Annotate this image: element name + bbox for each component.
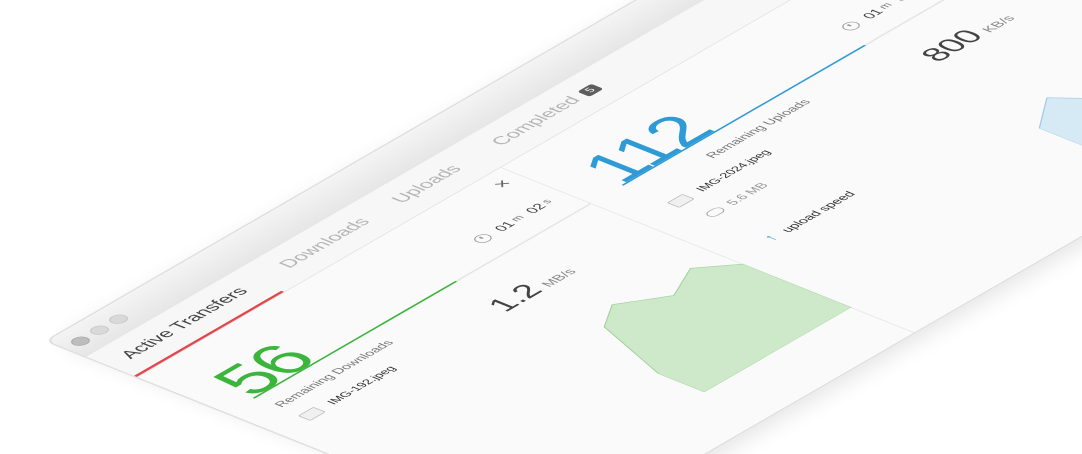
- download-speed-area: [603, 263, 852, 393]
- upload-speed-caption: ↑ upload speed: [760, 189, 859, 244]
- upload-speed-unit: KB/s: [978, 13, 1019, 35]
- upload-speed-label: upload speed: [777, 189, 859, 234]
- time-minutes: 01: [858, 6, 887, 21]
- download-speed-chart: [603, 263, 852, 393]
- time-remaining: 01 m 02 s: [470, 193, 564, 245]
- close-window-button[interactable]: [67, 334, 94, 348]
- time-seconds: 02: [889, 0, 917, 3]
- upload-speed-chart: [1038, 0, 1082, 183]
- time-minutes: 01: [490, 219, 519, 233]
- downloads-panel: 56 Remaining Downloads × 01 m 02 s IMG-1…: [136, 166, 915, 454]
- uploads-panel: 112 Remaining Uploads × 01 m 02 s IMG-20…: [500, 0, 1082, 332]
- cloud-upload-icon: [703, 206, 728, 219]
- remaining-uploads-count: 112: [564, 107, 731, 191]
- time-remaining: 01 m 02 s: [838, 0, 932, 33]
- minimize-window-button[interactable]: [86, 323, 113, 337]
- image-file-icon: [297, 406, 326, 421]
- download-speed-unit: MB/s: [537, 266, 580, 289]
- clock-icon: [838, 20, 864, 33]
- zoom-window-button[interactable]: [105, 312, 132, 326]
- image-file-icon: [666, 193, 695, 208]
- arrow-up-icon: ↑: [760, 232, 783, 243]
- completed-count-badge: 5: [577, 83, 604, 97]
- close-icon[interactable]: ×: [487, 177, 518, 191]
- clock-icon: [470, 232, 496, 245]
- time-seconds: 02: [521, 201, 550, 216]
- download-progress-fill: [252, 280, 458, 399]
- app-window: + Add... Active Transfers Downloads Uplo…: [45, 0, 1082, 454]
- upload-file-size-value: 5.6 MB: [722, 180, 772, 207]
- upload-speed-area: [1038, 0, 1082, 183]
